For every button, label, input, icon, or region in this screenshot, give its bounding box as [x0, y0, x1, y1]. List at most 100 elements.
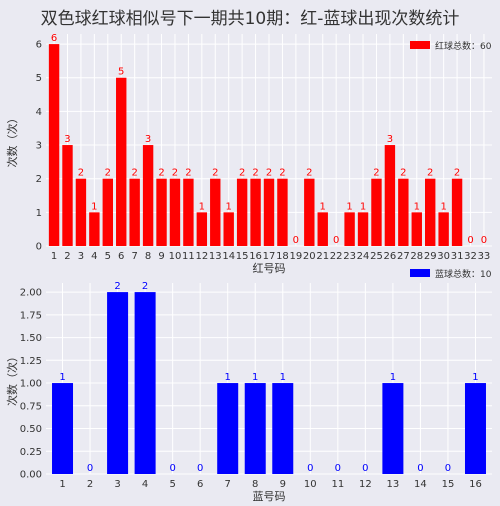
red-bar — [236, 178, 248, 246]
red-bar-value-label: 2 — [252, 168, 258, 179]
red-bar — [425, 178, 436, 246]
red-bar — [156, 178, 167, 246]
red-bar-value-label: 2 — [373, 168, 379, 179]
red-ytick-label: 1 — [36, 208, 42, 219]
blue-bar — [382, 383, 404, 474]
red-bar — [183, 178, 194, 246]
red-bar — [277, 178, 288, 246]
red-bar — [169, 178, 181, 246]
blue-bar-value-label: 0 — [362, 463, 368, 474]
blue-xtick-label: 3 — [114, 479, 120, 490]
red-xtick-label: 13 — [209, 251, 222, 262]
red-bar — [75, 178, 87, 246]
red-bar-value-label: 2 — [400, 168, 406, 179]
blue-bar — [464, 383, 486, 474]
blue-bar-value-label: 1 — [390, 372, 396, 383]
red-bar — [357, 212, 369, 246]
blue-xtick-label: 5 — [169, 479, 175, 490]
red-bar-value-label: 5 — [118, 67, 124, 78]
red-ytick-label: 6 — [36, 40, 42, 51]
red-xtick-label: 26 — [384, 251, 397, 262]
blue-bar — [134, 292, 156, 474]
blue-xtick-label: 8 — [252, 479, 258, 490]
blue-bar-value-label: 1 — [225, 372, 231, 383]
red-xtick-label: 24 — [357, 251, 370, 262]
red-xtick-label: 3 — [78, 251, 84, 262]
red-legend-label: 红球总数：60 — [435, 40, 492, 52]
red-bar — [116, 77, 127, 246]
red-bar-value-label: 1 — [346, 201, 352, 212]
red-legend-swatch — [410, 41, 430, 49]
red-xtick-label: 25 — [370, 251, 383, 262]
blue-xtick-label: 4 — [142, 479, 148, 490]
blue-bar — [244, 383, 266, 474]
red-xtick-label: 10 — [169, 251, 182, 262]
red-xtick-label: 1 — [51, 251, 57, 262]
red-bar — [250, 178, 261, 246]
blue-bar-value-label: 1 — [280, 372, 286, 383]
blue-y-axis-label: 次数（次） — [5, 351, 19, 406]
red-xtick-label: 2 — [64, 251, 70, 262]
red-xtick-label: 16 — [249, 251, 262, 262]
red-bar-value-label: 2 — [78, 168, 84, 179]
blue-xtick-label: 13 — [387, 479, 400, 490]
blue-bar — [107, 292, 129, 474]
red-xtick-label: 31 — [451, 251, 464, 262]
red-xtick-label: 5 — [105, 251, 111, 262]
chart-title: 双色球红球相似号下一期共10期：红-蓝球出现次数统计 — [40, 9, 460, 29]
red-xtick-label: 18 — [276, 251, 289, 262]
blue-ytick-label: 1.00 — [20, 379, 42, 390]
red-bar-value-label: 2 — [131, 168, 137, 179]
blue-bar — [52, 383, 74, 474]
blue-bar — [272, 383, 294, 474]
red-bar-value-label: 0 — [293, 235, 299, 246]
blue-ytick-label: 2.00 — [20, 288, 42, 299]
blue-ytick-label: 0.75 — [20, 401, 42, 412]
blue-ytick-label: 1.25 — [20, 356, 42, 367]
red-bar-value-label: 2 — [454, 168, 460, 179]
red-xtick-label: 12 — [195, 251, 208, 262]
red-xtick-label: 14 — [222, 251, 235, 262]
blue-bar-value-label: 1 — [59, 372, 65, 383]
red-xtick-label: 19 — [290, 251, 303, 262]
blue-bar — [217, 383, 239, 474]
red-bar-value-label: 1 — [91, 201, 97, 212]
blue-xtick-label: 9 — [280, 479, 286, 490]
blue-xtick-label: 16 — [469, 479, 482, 490]
red-xtick-label: 17 — [263, 251, 276, 262]
blue-bar-value-label: 0 — [169, 463, 175, 474]
red-xtick-label: 29 — [424, 251, 437, 262]
red-xtick-label: 33 — [478, 251, 491, 262]
red-xtick-label: 20 — [303, 251, 316, 262]
blue-xtick-label: 2 — [87, 479, 93, 490]
red-ytick-label: 0 — [36, 242, 42, 253]
red-bar-value-label: 2 — [266, 168, 272, 179]
red-bar-value-label: 0 — [467, 235, 473, 246]
red-bar-value-label: 2 — [172, 168, 178, 179]
blue-bar-value-label: 0 — [335, 463, 341, 474]
red-bar — [142, 145, 154, 246]
red-xtick-label: 8 — [145, 251, 151, 262]
red-bar — [384, 145, 396, 246]
red-xtick-label: 23 — [343, 251, 356, 262]
red-bar — [48, 44, 60, 246]
red-bar-value-label: 2 — [427, 168, 433, 179]
red-bar-value-label: 2 — [239, 168, 245, 179]
red-xtick-label: 22 — [330, 251, 343, 262]
red-bar-value-label: 2 — [158, 168, 164, 179]
red-ytick-label: 3 — [36, 141, 42, 152]
blue-xtick-label: 11 — [331, 479, 344, 490]
blue-bar-value-label: 2 — [114, 281, 120, 292]
blue-bar-value-label: 2 — [142, 281, 148, 292]
red-xtick-label: 30 — [437, 251, 450, 262]
red-bar-value-label: 2 — [105, 168, 111, 179]
red-ytick-label: 4 — [36, 107, 42, 118]
red-xtick-label: 6 — [118, 251, 124, 262]
blue-legend-swatch — [410, 269, 430, 277]
red-bar-value-label: 0 — [333, 235, 339, 246]
red-bar-value-label: 2 — [279, 168, 285, 179]
red-bar-value-label: 2 — [212, 168, 218, 179]
blue-xtick-label: 15 — [442, 479, 455, 490]
